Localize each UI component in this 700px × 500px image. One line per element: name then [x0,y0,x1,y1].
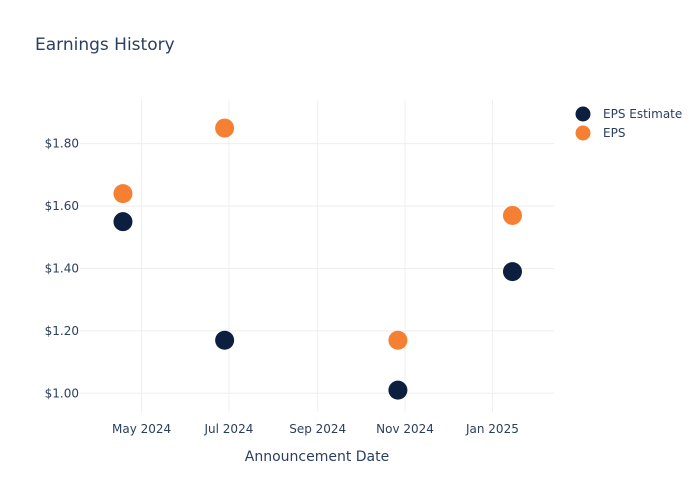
x-tick-label: Sep 2024 [289,422,346,436]
legend-label[interactable]: EPS [603,126,625,140]
x-axis-ticks: May 2024 Jul 2024 Sep 2024 Nov 2024 Jan 2025 [112,422,519,436]
y-tick-label: $1.40 [45,261,79,275]
eps-point[interactable] [215,118,235,138]
eps-point[interactable] [502,205,522,225]
legend-marker[interactable] [575,125,591,141]
eps-point[interactable] [113,184,133,204]
x-tick-label: Jul 2024 [204,422,254,436]
y-tick-label: $1.00 [45,386,79,400]
eps-estimate-point[interactable] [388,380,408,400]
y-tick-label: $1.20 [45,324,79,338]
legend: EPS Estimate EPS [575,106,682,141]
eps-estimate-point[interactable] [113,212,133,232]
data-points [113,118,522,400]
eps-point[interactable] [388,330,408,350]
x-axis-title: Announcement Date [245,449,389,465]
x-tick-label: Nov 2024 [376,422,434,436]
chart-title: Earnings History [35,35,175,55]
x-tick-label: Jan 2025 [465,422,519,436]
legend-marker[interactable] [575,106,591,122]
eps-estimate-point[interactable] [502,262,522,282]
eps-estimate-point[interactable] [215,330,235,350]
y-tick-label: $1.80 [45,137,79,151]
y-axis-ticks: $1.00 $1.20 $1.40 $1.60 $1.80 [45,137,79,401]
x-tick-label: May 2024 [112,422,171,436]
y-tick-label: $1.60 [45,199,79,213]
legend-label[interactable]: EPS Estimate [603,107,682,121]
grid-lines [80,100,554,412]
